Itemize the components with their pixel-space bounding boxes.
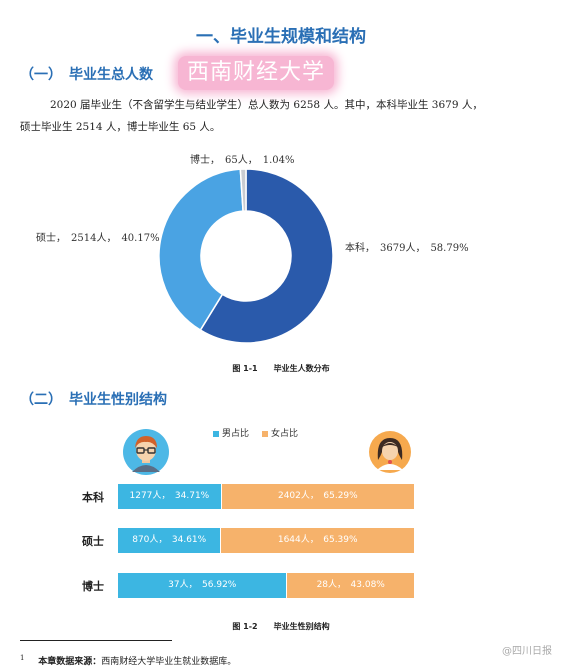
donut-chart — [158, 168, 334, 344]
bar-segment-male-benke: 1277人， 34.71% — [118, 484, 221, 509]
donut-slice-1 — [158, 168, 244, 332]
legend-female: 女占比 — [262, 426, 298, 439]
donut-label-benke: 本科， 3679人， 58.79% — [345, 243, 469, 254]
bar-row-benke: 1277人， 34.71% 2402人， 65.29% — [118, 484, 414, 509]
summary-paragraph: 2020 届毕业生（不含留学生与结业学生）总人数为 6258 人。其中，本科毕业… — [20, 94, 542, 138]
category-label-benke: 本科 — [82, 491, 104, 504]
weibo-watermark: @四川日报 — [502, 646, 552, 657]
footnote-marker: 1 — [20, 654, 25, 662]
bar-segment-male-shuoshi: 870人， 34.61% — [118, 528, 221, 553]
legend-label-female: 女占比 — [271, 429, 299, 439]
legend-label-male: 男占比 — [222, 429, 250, 439]
footnote-divider — [20, 640, 172, 641]
donut-label-shuoshi: 硕士， 2514人， 40.17% — [36, 233, 160, 244]
summary-line-1: 2020 届毕业生（不含留学生与结业学生）总人数为 6258 人。其中，本科毕业… — [50, 99, 483, 111]
stacked-bar-chart: 1277人， 34.71% 2402人， 65.29% 870人， 34.61%… — [118, 482, 414, 616]
bar-row-boshi: 37人， 56.92% 28人， 43.08% — [118, 573, 414, 598]
donut-label-boshi: 博士， 65人， 1.04% — [190, 155, 295, 166]
page-title: 一、毕业生规模和结构 — [196, 27, 366, 47]
category-label-shuoshi: 硕士 — [82, 535, 104, 548]
bar-segment-female-shuoshi: 1644人， 65.39% — [221, 528, 414, 553]
legend-male: 男占比 — [213, 426, 249, 439]
donut-slice-0 — [199, 168, 334, 344]
donut-slice-2 — [239, 168, 247, 212]
female-avatar-icon — [369, 431, 411, 473]
figure-caption-1: 图 1-1 毕业生人数分布 — [232, 364, 330, 373]
footnote: 1 本章数据来源：西南财经大学毕业生就业数据库。 — [20, 654, 236, 667]
footnote-source-text: 西南财经大学毕业生就业数据库。 — [101, 657, 237, 667]
bar-segment-female-boshi: 28人， 43.08% — [287, 573, 414, 598]
category-label-boshi: 博士 — [82, 580, 104, 593]
legend-swatch-female — [262, 430, 268, 437]
university-watermark: 西南财经大学 — [178, 56, 334, 90]
bar-segment-male-boshi: 37人， 56.92% — [118, 573, 287, 598]
figure-caption-2: 图 1-2 毕业生性别结构 — [232, 622, 330, 631]
legend-swatch-male — [213, 430, 219, 437]
section-heading-total: （一） 毕业生总人数 — [20, 67, 153, 83]
footnote-source-label: 本章数据来源： — [38, 657, 102, 667]
bar-segment-female-benke: 2402人， 65.29% — [221, 484, 414, 509]
summary-line-2: 硕士毕业生 2514 人，博士毕业生 65 人。 — [20, 121, 221, 133]
male-avatar-icon — [123, 429, 169, 475]
bar-row-shuoshi: 870人， 34.61% 1644人， 65.39% — [118, 528, 414, 553]
section-heading-gender: （二） 毕业生性别结构 — [20, 392, 167, 408]
